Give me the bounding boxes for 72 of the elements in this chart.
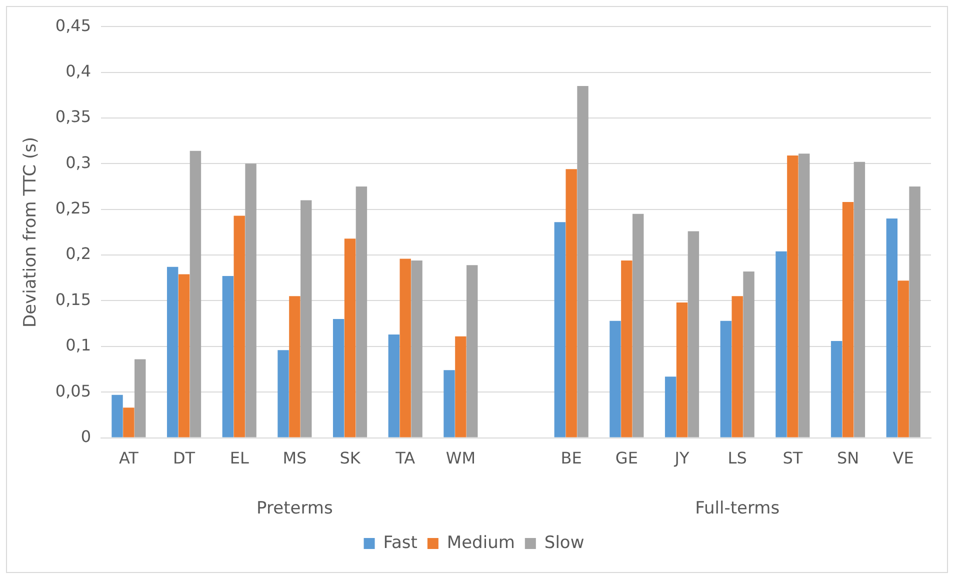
y-tick-label: 0,25	[55, 198, 92, 218]
x-tick-label: SK	[340, 448, 361, 468]
bar	[732, 296, 743, 438]
x-tick-label: DT	[172, 448, 196, 468]
bar	[300, 200, 312, 438]
bar	[743, 271, 754, 438]
y-tick-label: 0,15	[55, 290, 92, 309]
y-tick-label: 0	[80, 426, 92, 446]
bar	[842, 202, 854, 438]
x-tick-label: MS	[282, 448, 307, 468]
bar	[664, 376, 676, 438]
x-tick-label: EL	[230, 448, 249, 468]
x-tick-label: ST	[782, 448, 803, 468]
bar	[688, 231, 700, 438]
bar	[400, 258, 411, 438]
y-tick-label: 0,4	[66, 61, 92, 80]
bar	[278, 350, 289, 438]
bar	[676, 302, 688, 438]
bar	[466, 265, 478, 438]
x-tick-label: TA	[394, 448, 416, 468]
bar	[898, 280, 909, 438]
x-tick-label: VE	[892, 448, 914, 468]
y-tick-label: 0,05	[55, 381, 92, 400]
bar	[886, 218, 898, 438]
x-tick-label: BE	[560, 448, 582, 468]
bar	[190, 150, 202, 438]
bar	[356, 186, 368, 438]
bar	[621, 260, 632, 438]
bar	[566, 169, 577, 438]
y-tick-label: 0,35	[55, 107, 92, 126]
y-tick-label: 0,3	[66, 152, 92, 172]
bar	[222, 276, 234, 438]
bar	[289, 296, 300, 438]
legend-label: Medium	[446, 532, 515, 553]
text: Preterms	[256, 498, 333, 518]
bar	[854, 162, 866, 438]
bar	[332, 319, 344, 438]
bar	[112, 394, 123, 438]
bar	[632, 214, 644, 438]
bar	[444, 370, 455, 438]
bar	[388, 334, 400, 438]
legend-label: Slow	[544, 532, 584, 553]
bar	[245, 164, 256, 438]
bar	[776, 251, 787, 438]
x-tick-label: AT	[118, 448, 139, 468]
bar	[577, 86, 588, 438]
bar	[909, 186, 920, 438]
legend-label: Fast	[383, 532, 418, 553]
y-tick-label: 0,2	[66, 244, 92, 264]
x-tick-label: WM	[446, 448, 476, 468]
x-tick-label: GE	[615, 448, 638, 468]
y-tick-label: 0,1	[66, 336, 92, 355]
x-tick-label: SN	[836, 448, 860, 468]
bar	[720, 320, 732, 438]
bar	[830, 340, 842, 438]
bar	[554, 222, 566, 438]
bar	[344, 238, 356, 438]
bar	[178, 274, 190, 438]
bar	[234, 216, 245, 438]
y-axis-title: Deviation from TTC (s)	[20, 136, 41, 328]
bar	[610, 320, 621, 438]
x-tick-label: JY	[674, 448, 690, 468]
bar	[411, 260, 422, 438]
bar	[798, 154, 810, 438]
bar	[455, 336, 466, 438]
bar	[134, 359, 146, 438]
bar	[787, 155, 798, 438]
bar	[123, 408, 134, 438]
x-tick-label: LS	[728, 448, 747, 468]
y-tick-label: 0,45	[55, 16, 92, 35]
bar	[166, 266, 178, 438]
text: Full-terms	[695, 498, 780, 518]
